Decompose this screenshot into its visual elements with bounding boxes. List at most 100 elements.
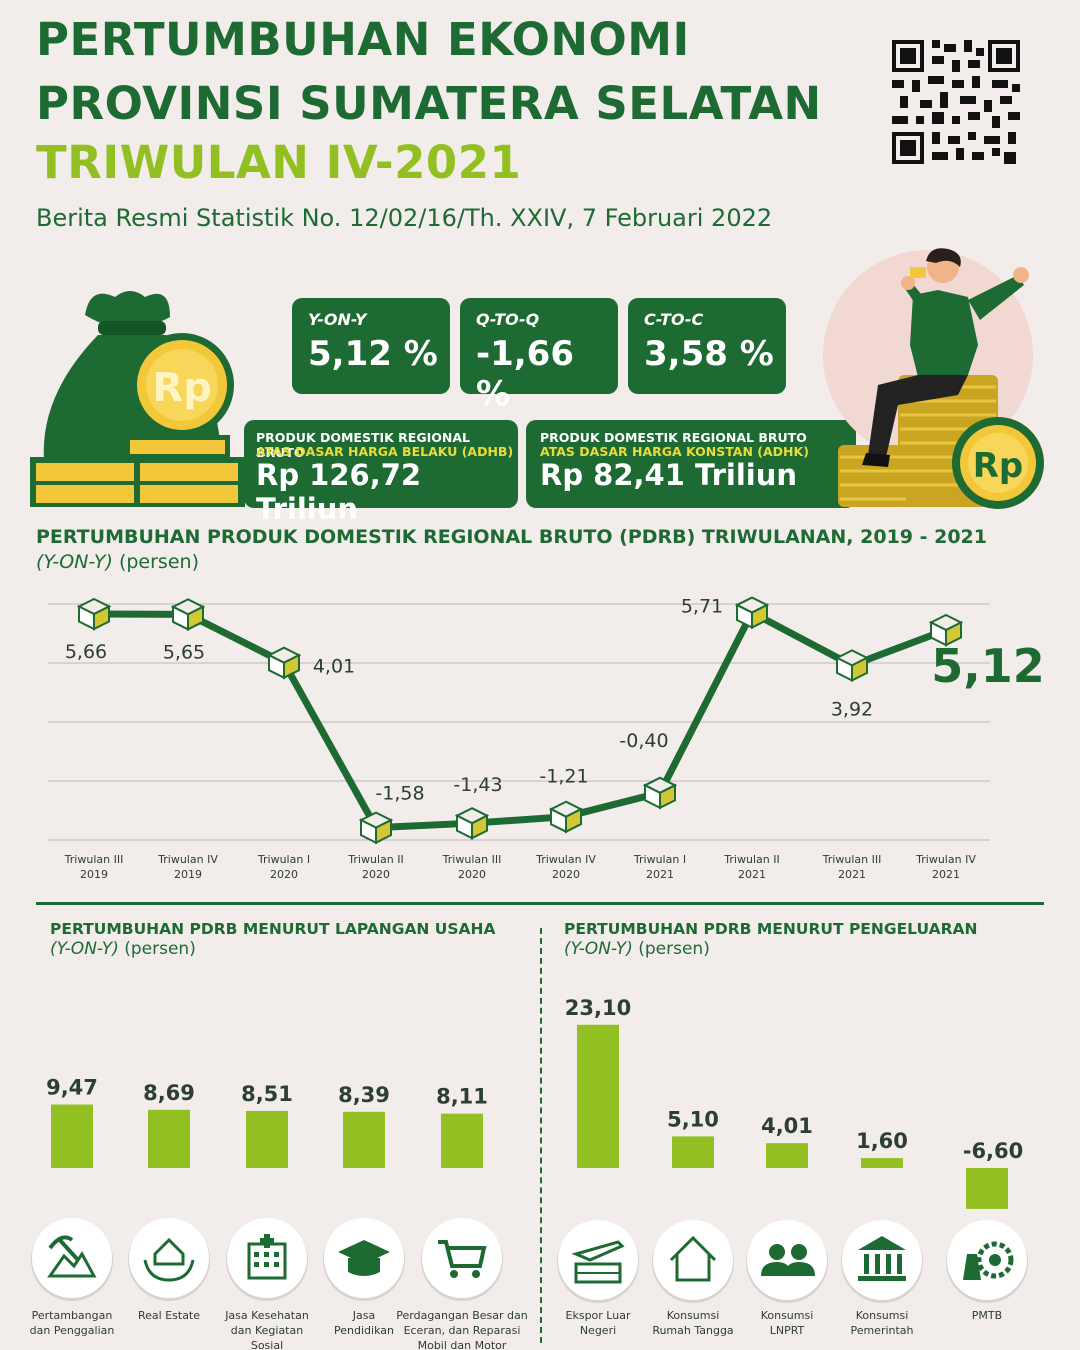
x-tick-label: 2019 <box>80 868 108 881</box>
icon-circle <box>32 1218 112 1298</box>
cube-right <box>659 783 676 810</box>
expenditure-chart-subtitle: (Y-ON-Y) (persen) <box>564 939 710 959</box>
pick-head <box>48 1235 74 1250</box>
sector-chart-subtitle: (Y-ON-Y) (persen) <box>50 939 196 959</box>
data-point <box>734 596 770 630</box>
icon-circle <box>842 1220 922 1300</box>
bar-value-label: 8,11 <box>436 1085 488 1109</box>
hospital-icon <box>226 1218 308 1301</box>
category-label: Jasa Kesehatan <box>224 1309 309 1322</box>
sector-chart-title: PERTUMBUHAN PDRB MENURUT LAPANGAN USAHA <box>50 920 496 938</box>
cross-h <box>260 1238 274 1244</box>
cube-right <box>565 807 582 834</box>
unit-text: (persen) <box>118 939 196 959</box>
page-subtitle: TRIWULAN IV-2021 <box>36 136 522 189</box>
category-label: Konsumsi <box>856 1309 909 1322</box>
data-label: -1,21 <box>539 766 588 788</box>
category-label: Perdagangan Besar dan <box>396 1309 527 1322</box>
bar <box>766 1143 808 1168</box>
category-label: dan Penggalian <box>30 1324 115 1337</box>
yoy-italic: (Y-ON-Y) <box>50 939 119 959</box>
category-label: Pertambangan <box>32 1309 113 1322</box>
cube-right <box>471 814 488 840</box>
people-icon <box>746 1220 828 1303</box>
kpi-value: -1,66 % <box>476 334 574 414</box>
mining-icon <box>31 1218 113 1301</box>
bar <box>577 1024 619 1168</box>
section-divider <box>36 902 1044 905</box>
release-note: Berita Resmi Statistik No. 12/02/16/Th. … <box>36 204 773 232</box>
column <box>886 1254 891 1274</box>
bar-value-label: 1,60 <box>856 1129 908 1153</box>
cube-right <box>283 653 300 680</box>
roof <box>858 1236 906 1250</box>
x-tick-label: Triwulan I <box>633 853 686 866</box>
column <box>864 1254 869 1274</box>
x-tick-label: 2021 <box>838 868 866 881</box>
unit-text: (persen) <box>112 551 199 573</box>
line-chart-title: PERTUMBUHAN PRODUK DOMESTIK REGIONAL BRU… <box>36 526 988 548</box>
person-head <box>769 1244 785 1260</box>
category-label: Konsumsi <box>667 1309 720 1322</box>
category-label: Real Estate <box>138 1309 200 1322</box>
pdrb-adhk-card: PRODUK DOMESTIK REGIONAL BRUTO ATAS DASA… <box>526 420 856 508</box>
data-label: -1,58 <box>375 783 424 805</box>
x-tick-label: 2021 <box>932 868 960 881</box>
category-label: dan Kegiatan <box>231 1324 303 1337</box>
window <box>274 1262 279 1267</box>
qr-code-icon[interactable] <box>892 40 1020 164</box>
real-estate-icon <box>128 1218 210 1301</box>
x-tick-label: 2019 <box>174 868 202 881</box>
x-tick-label: Triwulan I <box>257 853 310 866</box>
icon-circle <box>653 1220 733 1300</box>
x-tick-label: Triwulan IV <box>915 853 976 866</box>
kpi-value: 5,12 % <box>308 334 438 374</box>
bar <box>672 1136 714 1168</box>
expenditure-bar-chart: 23,10 Ekspor Luar Negeri 5,10 Konsumsi Rumah … <box>557 996 1028 1337</box>
cap-base <box>348 1258 380 1276</box>
data-label: 4,01 <box>313 656 355 678</box>
data-label: 5,66 <box>65 641 107 663</box>
bar <box>441 1113 483 1168</box>
x-tick-label: Triwulan III <box>442 853 502 866</box>
wheel <box>472 1270 480 1278</box>
cube-right <box>375 818 392 845</box>
data-label: -0,40 <box>619 730 668 752</box>
coin-symbol: Rp <box>973 446 1024 486</box>
x-tick-label: 2020 <box>362 868 390 881</box>
window <box>254 1252 259 1257</box>
data-label: 5,71 <box>681 596 723 618</box>
series-line <box>93 609 948 832</box>
icon-circle <box>227 1218 307 1298</box>
kpi-label: Q-TO-Q <box>476 310 540 329</box>
title-line-2: PROVINSI SUMATERA SELATAN <box>36 77 822 130</box>
cube-right <box>187 605 204 631</box>
x-tick-label: 2021 <box>738 868 766 881</box>
x-tick-label: Triwulan IV <box>157 853 218 866</box>
pdrb-label: PRODUK DOMESTIK REGIONAL BRUTO <box>540 430 807 445</box>
cube-right <box>851 656 868 682</box>
category-label: Jasa <box>352 1309 375 1322</box>
bar-value-label: 5,10 <box>667 1107 719 1131</box>
plane-shape <box>571 1240 625 1262</box>
bar <box>966 1168 1008 1209</box>
x-tick-label: Triwulan II <box>347 853 403 866</box>
column-divider <box>540 928 542 1343</box>
expenditure-chart-title: PERTUMBUHAN PDRB MENURUT PENGELUARAN <box>564 920 978 938</box>
wheel <box>450 1270 458 1278</box>
kpi-yoy-card: Y-ON-Y 5,12 % <box>292 298 450 394</box>
cube-right <box>945 620 962 647</box>
yoy-italic: (Y-ON-Y) <box>36 551 113 573</box>
bar-value-label: 4,01 <box>761 1114 813 1138</box>
category-label: Pendidikan <box>334 1324 394 1337</box>
data-point <box>170 598 206 631</box>
person-head <box>791 1244 807 1260</box>
data-label: 3,92 <box>831 698 873 720</box>
category-label: LNPRT <box>770 1324 805 1337</box>
house-icon <box>652 1220 734 1303</box>
window <box>264 1262 269 1267</box>
house-shape <box>669 1235 717 1282</box>
cube-right <box>93 604 110 631</box>
x-tick-label: Triwulan IV <box>535 853 596 866</box>
icon-circle <box>558 1220 638 1300</box>
